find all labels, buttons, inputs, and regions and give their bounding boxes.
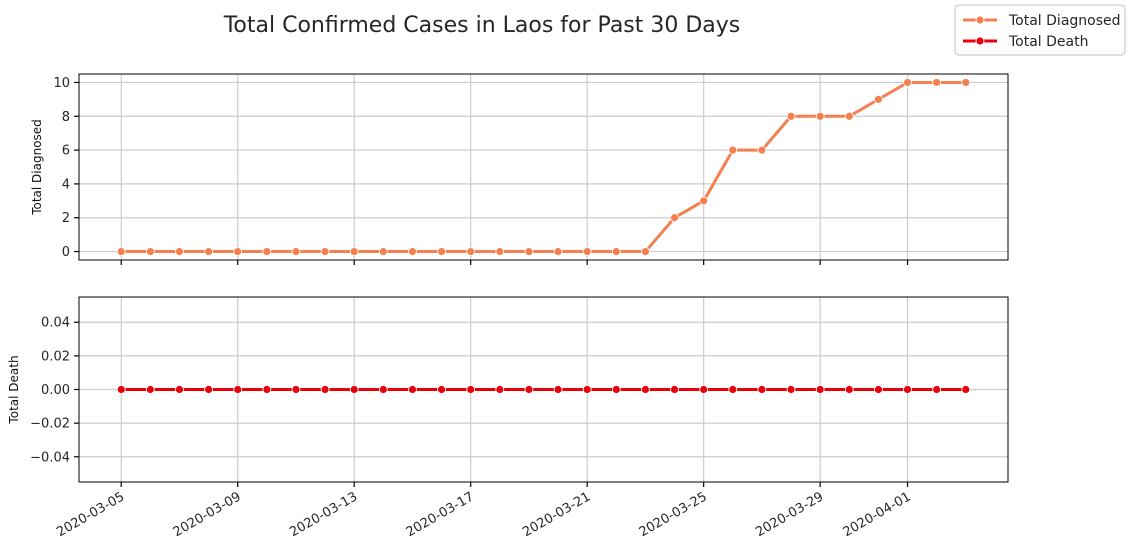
data-point: [262, 385, 272, 394]
data-point: [611, 247, 621, 256]
data-point: [728, 385, 738, 394]
y-tick-label: 2: [62, 211, 70, 226]
data-point: [175, 385, 184, 394]
data-point: [757, 385, 767, 394]
data-point: [408, 247, 417, 256]
data-point: [524, 247, 534, 256]
data-point: [204, 247, 213, 256]
data-point: [262, 247, 272, 256]
data-point: [961, 78, 971, 87]
data-point: [670, 213, 679, 223]
data-point: [641, 247, 650, 256]
y-tick-label: 4: [62, 177, 70, 192]
x-tick-label: 2020-03-29: [753, 489, 826, 540]
data-point: [378, 247, 388, 256]
data-point: [786, 385, 796, 394]
data-point: [291, 385, 301, 394]
data-point: [349, 385, 359, 394]
data-point: [844, 385, 854, 394]
data-point: [932, 78, 942, 87]
series-line: [119, 80, 968, 254]
data-point: [291, 247, 301, 256]
data-point: [641, 385, 650, 394]
y-tick-label: 0.00: [41, 383, 70, 398]
legend-label-death: Total Death: [1008, 34, 1088, 50]
y-tick-label: 0: [62, 245, 70, 260]
y-tick-label: 0.04: [41, 316, 70, 331]
data-point: [699, 385, 709, 394]
y-tick-label: 0.02: [41, 349, 70, 364]
data-point: [320, 247, 330, 256]
data-point: [874, 94, 883, 104]
data-point: [437, 385, 446, 394]
data-point: [437, 247, 446, 256]
data-point: [175, 247, 184, 256]
x-tick-label: 2020-03-13: [287, 489, 360, 540]
plot-frame: [78, 73, 1009, 261]
x-tick-label: 2020-03-05: [54, 489, 127, 540]
legend-marker-death: [975, 36, 985, 46]
data-point: [757, 145, 767, 155]
data-point: [903, 385, 912, 394]
data-point: [466, 385, 476, 394]
x-tick-label: 2020-03-17: [404, 489, 477, 540]
data-point: [204, 385, 213, 394]
data-point: [670, 385, 679, 394]
data-point: [116, 247, 126, 256]
chart-title: Total Confirmed Cases in Laos for Past 3…: [223, 13, 741, 38]
data-point: [524, 385, 534, 394]
data-point: [932, 385, 942, 394]
subplot-total-diagnosed: 0 2 4 6 8 10 Total Diagnosed: [30, 73, 1009, 265]
data-point: [233, 385, 243, 394]
data-point: [582, 385, 592, 394]
legend: Total Diagnosed Total Death: [954, 4, 1126, 56]
data-point: [903, 78, 912, 87]
y-tick-label: 8: [62, 110, 70, 125]
y-axis-label: Total Death: [7, 355, 21, 424]
legend-label-diagnosed: Total Diagnosed: [1008, 13, 1121, 29]
y-tick-label: −0.02: [30, 417, 70, 432]
data-point: [233, 247, 243, 256]
data-point: [495, 247, 505, 256]
data-point: [495, 385, 505, 394]
data-point: [815, 385, 825, 394]
data-point: [116, 385, 126, 394]
data-point: [378, 385, 388, 394]
y-tick-label: −0.04: [30, 450, 70, 465]
data-point: [699, 196, 709, 206]
data-point: [320, 385, 330, 394]
data-point: [611, 385, 621, 394]
data-point: [466, 247, 476, 256]
y-axis-label: Total Diagnosed: [30, 119, 44, 216]
data-point: [786, 111, 796, 121]
y-tick-label: 10: [53, 76, 70, 91]
data-point: [582, 247, 592, 256]
legend-marker-diagnosed: [975, 15, 985, 25]
x-tick-label: 2020-03-25: [637, 489, 710, 540]
plot-frame: [78, 296, 1009, 483]
data-point: [874, 385, 883, 394]
shared-x-axis: 2020-03-05 2020-03-09 2020-03-13 2020-03-17…: [54, 489, 913, 540]
data-point: [349, 247, 359, 256]
data-point: [553, 247, 563, 256]
data-point: [145, 247, 155, 256]
data-point: [408, 385, 417, 394]
x-tick-label: 2020-03-09: [171, 489, 244, 540]
x-tick-label: 2020-03-21: [520, 489, 593, 540]
subplot-total-death: −0.04 −0.02 0.00 0.02 0.04 Total Death: [7, 296, 1009, 487]
y-tick-label: 6: [62, 144, 70, 159]
data-point: [553, 385, 563, 394]
data-point: [815, 111, 825, 121]
data-point: [961, 385, 971, 394]
data-point: [145, 385, 155, 394]
legend-frame: [954, 4, 1126, 56]
data-point: [844, 111, 854, 121]
x-tick-label: 2020-04-01: [841, 489, 914, 540]
data-point: [728, 145, 738, 155]
